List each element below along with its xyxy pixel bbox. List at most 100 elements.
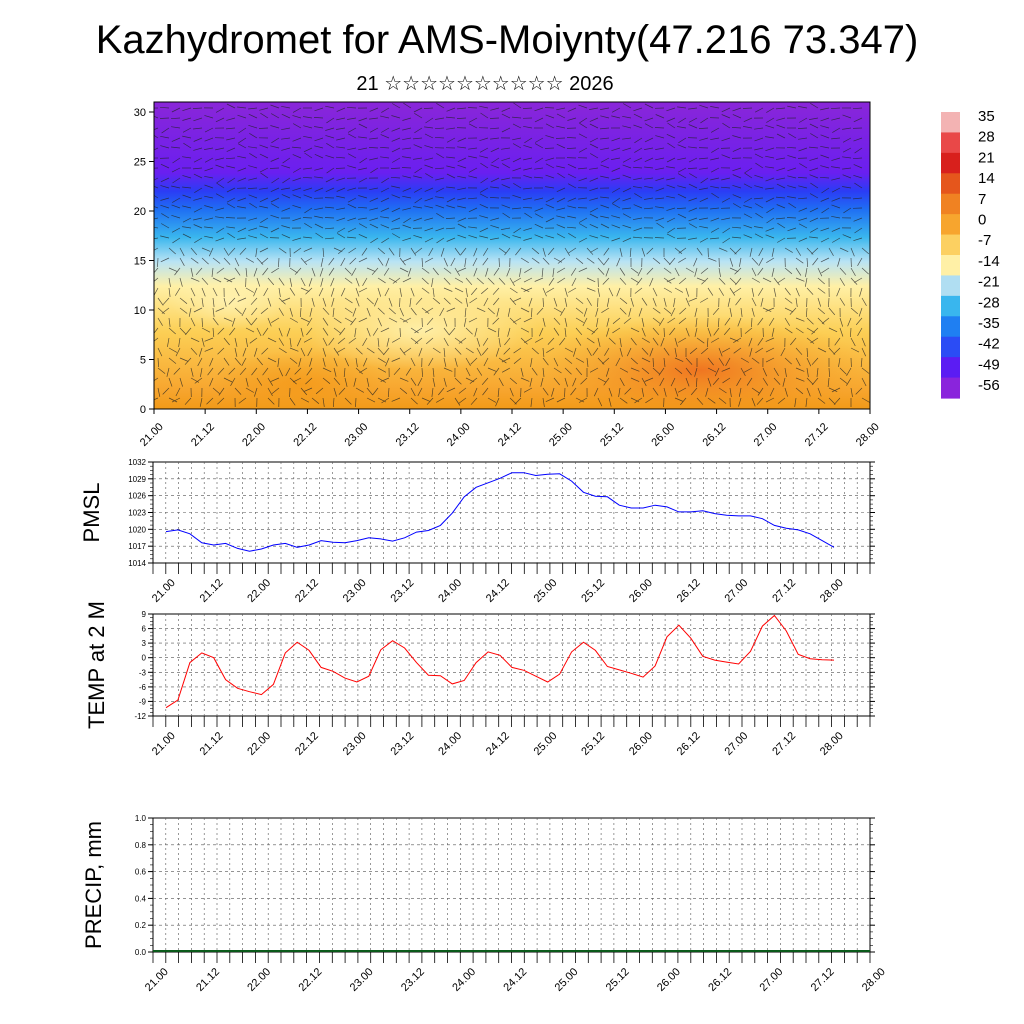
- wind-barb: [578, 104, 588, 109]
- wind-barb: [215, 147, 225, 151]
- wind-barb: [446, 197, 456, 203]
- wind-barb: [606, 317, 610, 327]
- wind-barb: [245, 317, 252, 326]
- wind-barb: [806, 377, 814, 385]
- wind-barb: [259, 225, 269, 229]
- wind-barb: [832, 237, 841, 243]
- wind-barb: [358, 147, 368, 151]
- wind-barb: [658, 367, 665, 376]
- wind-barb: [787, 185, 797, 189]
- wind-barb: [567, 163, 577, 169]
- wind-barb: [720, 186, 731, 189]
- wind-barb: [281, 234, 291, 239]
- wind-barb: [304, 223, 313, 229]
- wind-barb: [641, 347, 649, 355]
- wind-barb: [448, 327, 456, 336]
- wind-barb: [805, 397, 808, 407]
- wind-barb: [457, 205, 467, 209]
- colorbar-label: -42: [978, 336, 1000, 353]
- x-tick-label: 24.12: [501, 966, 529, 994]
- wind-barb: [520, 257, 529, 263]
- wind-barb: [166, 367, 170, 377]
- wind-barb: [622, 157, 632, 163]
- wind-barb: [575, 337, 582, 346]
- wind-barb: [722, 122, 731, 129]
- wind-barb: [227, 203, 236, 209]
- wind-barb: [226, 165, 236, 169]
- wind-barb: [674, 287, 684, 293]
- y-tick-label: 1026: [128, 492, 146, 501]
- wind-barb: [443, 357, 447, 367]
- wind-barb: [160, 235, 170, 239]
- wind-barb: [694, 267, 698, 277]
- wind-barb: [575, 327, 583, 336]
- wind-barb: [678, 317, 687, 324]
- wind-barb: [245, 257, 254, 263]
- wind-barb: [542, 367, 545, 377]
- wind-barb: [193, 207, 203, 213]
- wind-barb: [601, 307, 610, 313]
- wind-barb: [178, 337, 181, 347]
- wind-barb: [811, 247, 819, 255]
- wind-barb: [821, 317, 830, 324]
- x-tick-label: 21.12: [198, 577, 226, 605]
- x-tick-label: 28.00: [818, 577, 846, 605]
- wind-barb: [546, 347, 555, 353]
- wind-barb: [370, 237, 379, 244]
- wind-barb: [773, 277, 780, 286]
- wind-barb: [337, 227, 346, 233]
- wind-barb: [303, 167, 313, 170]
- wind-barb: [324, 237, 335, 240]
- wind-barb: [303, 247, 313, 252]
- wind-barb: [575, 397, 585, 403]
- wind-barb: [428, 247, 434, 256]
- wind-barb: [710, 167, 720, 173]
- wind-barb: [688, 117, 698, 123]
- wind-barb: [183, 142, 192, 149]
- wind-barb: [344, 307, 353, 314]
- wind-barb: [380, 134, 390, 139]
- wind-barb: [659, 377, 665, 387]
- wind-barb: [663, 387, 667, 397]
- wind-barb: [489, 117, 500, 119]
- wind-barb: [239, 247, 247, 255]
- wind-barb: [377, 247, 386, 255]
- wind-barb: [839, 327, 844, 337]
- wind-barb: [578, 177, 588, 182]
- wind-barb: [666, 157, 676, 163]
- wind-barb: [355, 357, 358, 367]
- wind-barb: [501, 357, 511, 363]
- wind-barb: [773, 287, 777, 297]
- wind-barb: [454, 357, 458, 367]
- wind-barb: [618, 387, 621, 397]
- wind-barb: [226, 103, 236, 109]
- wind-barb: [228, 367, 236, 375]
- wind-barb: [380, 216, 390, 219]
- wind-barb: [513, 102, 522, 109]
- wind-barb: [480, 162, 489, 169]
- wind-barb: [346, 236, 357, 239]
- colorbar-swatch: [941, 255, 960, 277]
- wind-barb: [806, 257, 809, 268]
- wind-barb: [810, 337, 819, 344]
- wind-barb: [260, 257, 269, 265]
- wind-barb: [616, 257, 621, 267]
- wind-barb: [479, 137, 489, 142]
- wind-barb: [410, 397, 418, 405]
- wind-barb: [817, 347, 827, 353]
- wind-barb: [281, 194, 291, 199]
- wind-barb: [322, 377, 331, 384]
- wind-barb: [426, 317, 434, 326]
- wind-barb: [771, 247, 775, 257]
- wind-barb: [699, 167, 709, 170]
- wind-barb: [854, 182, 863, 189]
- wind-barb: [154, 127, 159, 131]
- wind-barb: [547, 247, 555, 256]
- wind-barb: [652, 337, 659, 346]
- wind-barb: [810, 182, 819, 189]
- wind-barb: [762, 307, 772, 312]
- wind-barb: [809, 236, 819, 239]
- wind-barb: [556, 107, 566, 111]
- wind-barb: [271, 177, 280, 184]
